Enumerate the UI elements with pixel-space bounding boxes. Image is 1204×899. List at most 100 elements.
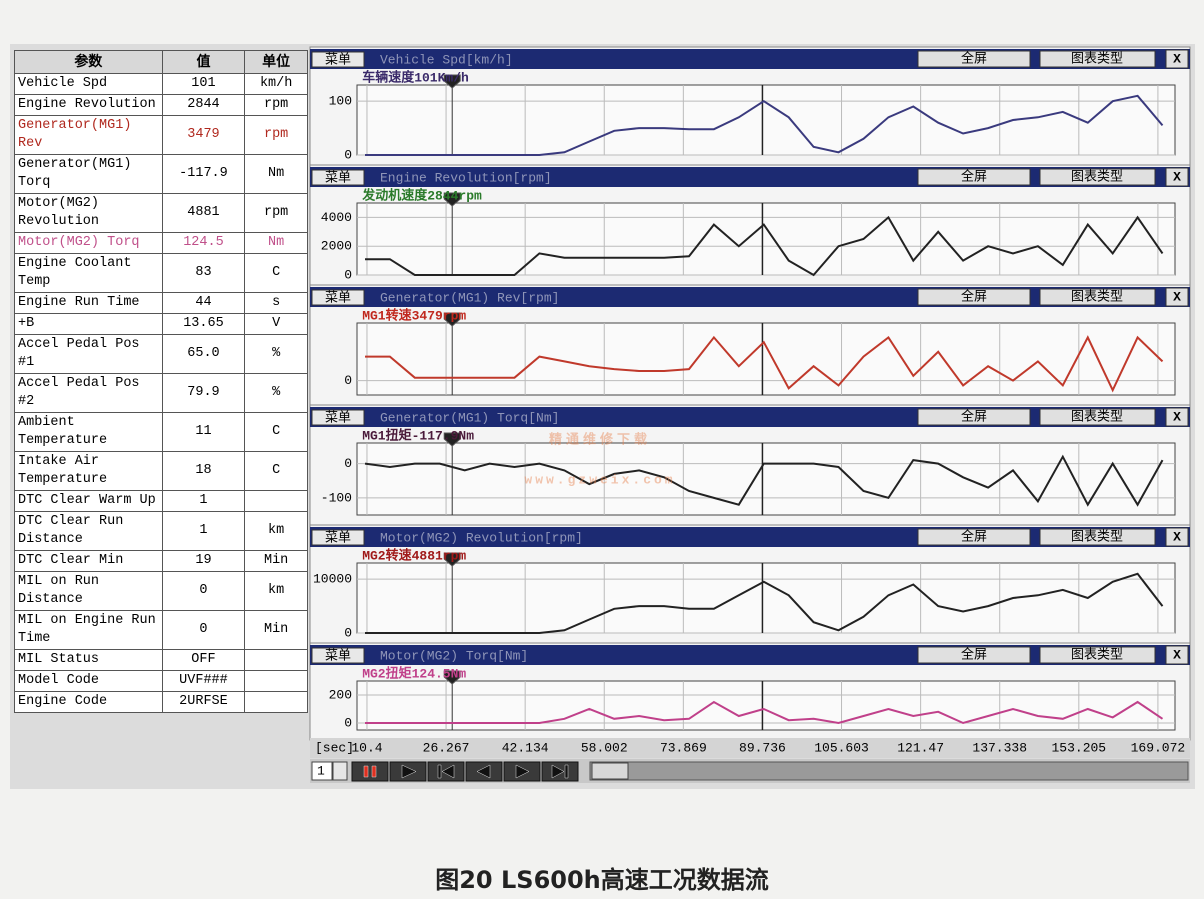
speed-box[interactable] [311,761,333,781]
annotation: MG1转速3479rpm [362,307,466,323]
data-line [365,215,1164,277]
menu-button[interactable] [311,169,365,186]
fullscreen-button[interactable] [917,408,1031,426]
cursor-marker [443,312,461,327]
table-row: +B 13.65 V [14,313,308,335]
end-icon[interactable] [551,764,569,779]
cell-name: MIL on Run Distance [14,571,163,611]
cell-unit: C [244,412,308,452]
chart-type-label[interactable]: 图表类型 [1071,289,1123,304]
menu-button[interactable] [311,529,365,546]
chart-type-button[interactable] [1039,408,1156,426]
time-tick-label: 153.205 [1052,740,1107,755]
menu-button[interactable] [311,51,365,68]
close-button[interactable] [1165,287,1189,307]
table-row: Generator(MG1) Torq -117.9 Nm [14,154,308,194]
plot-area [356,202,1176,276]
time-axis-bar [310,738,1190,758]
close-label[interactable]: X [1173,169,1181,184]
fullscreen-button[interactable] [917,168,1031,186]
table-row: Motor(MG2) Torq 124.5 Nm [14,232,308,254]
table-row: Engine Run Time 44 s [14,292,308,314]
close-label[interactable]: X [1173,647,1181,662]
cell-unit: Min [244,610,308,650]
cell-name: Engine Run Time [14,292,163,314]
cell-name: Engine Revolution [14,94,163,116]
menu-label[interactable]: 菜单 [325,170,351,185]
fullscreen-label[interactable]: 全屏 [961,50,987,66]
speed-value[interactable]: 1 [317,763,325,778]
chart-type-label[interactable]: 图表类型 [1071,647,1123,662]
panel-title: Motor(MG2) Revolution[rpm] [380,530,583,545]
fullscreen-label[interactable]: 全屏 [961,646,987,662]
chart-type-button[interactable] [1039,288,1156,306]
time-tick-label: 105.603 [814,740,869,755]
close-button[interactable] [1165,49,1189,69]
chart-type-label[interactable]: 图表类型 [1071,409,1123,424]
menu-label[interactable]: 菜单 [325,410,351,425]
close-label[interactable]: X [1173,409,1181,424]
menu-label[interactable]: 菜单 [325,290,351,305]
fullscreen-button[interactable] [917,646,1031,664]
menu-button[interactable] [311,647,365,664]
cell-unit: km [244,571,308,611]
fullscreen-button[interactable] [917,50,1031,68]
cursor-marker [443,192,461,207]
table-row: Model Code UVF### [14,670,308,692]
scroll-thumb[interactable] [591,762,629,780]
panel-title: Motor(MG2) Torq[Nm] [380,648,528,663]
y-tick-label: 2000 [321,239,352,254]
close-label[interactable]: X [1173,51,1181,66]
chart-type-button[interactable] [1039,646,1156,664]
time-tick-label: 42.134 [502,740,549,755]
annotation: 车辆速度101Km/h [362,69,469,85]
chart-type-button[interactable] [1039,50,1156,68]
menu-label[interactable]: 菜单 [325,52,351,67]
cell-name: Ambient Temperature [14,412,163,452]
table-row: Accel Pedal Pos #2 79.9% [14,373,308,413]
chart-type-label[interactable]: 图表类型 [1071,529,1123,544]
start-icon[interactable] [437,764,455,779]
close-button[interactable] [1165,645,1189,665]
fullscreen-label[interactable]: 全屏 [961,168,987,184]
fullscreen-label[interactable]: 全屏 [961,288,987,304]
cell-value: 79.9 [161,373,246,413]
pause-icon[interactable] [363,765,377,778]
forward-icon[interactable] [515,764,530,779]
spinner[interactable] [332,761,348,781]
cell-unit: rpm [244,94,308,116]
play-icon[interactable] [401,764,417,779]
close-label[interactable]: X [1173,529,1181,544]
chart-type-button[interactable] [1039,168,1156,186]
menu-label[interactable]: 菜单 [325,530,351,545]
chart-type-button[interactable] [1039,528,1156,546]
fullscreen-label[interactable]: 全屏 [961,528,987,544]
header-cell: 单位 [244,50,308,74]
menu-button[interactable] [311,409,365,426]
close-label[interactable]: X [1173,289,1181,304]
fullscreen-button[interactable] [917,288,1031,306]
cell-name: Generator(MG1) Torq [14,154,163,194]
close-button[interactable] [1165,407,1189,427]
menu-button[interactable] [311,289,365,306]
cell-name: Motor(MG2) Torq [14,232,163,254]
cell-name: Motor(MG2) Revolution [14,193,163,233]
table-row: Accel Pedal Pos #1 65.0% [14,334,308,374]
fullscreen-label[interactable]: 全屏 [961,408,987,424]
fullscreen-button[interactable] [917,528,1031,546]
chart-type-label[interactable]: 图表类型 [1071,169,1123,184]
cell-unit: km [244,511,308,551]
pause-button[interactable] [351,761,389,782]
back-icon[interactable] [476,764,491,779]
scrollbar[interactable] [589,761,1189,781]
chart-type-label[interactable]: 图表类型 [1071,51,1123,66]
cell-unit: C [244,451,308,491]
close-button[interactable] [1165,167,1189,187]
y-tick-label: 10000 [313,572,352,587]
cell-value: 0 [161,571,246,611]
panel-title: Engine Revolution[rpm] [380,170,552,185]
y-tick-label: 0 [344,625,352,640]
menu-label[interactable]: 菜单 [325,648,351,663]
close-button[interactable] [1165,527,1189,547]
data-line [365,335,1164,393]
